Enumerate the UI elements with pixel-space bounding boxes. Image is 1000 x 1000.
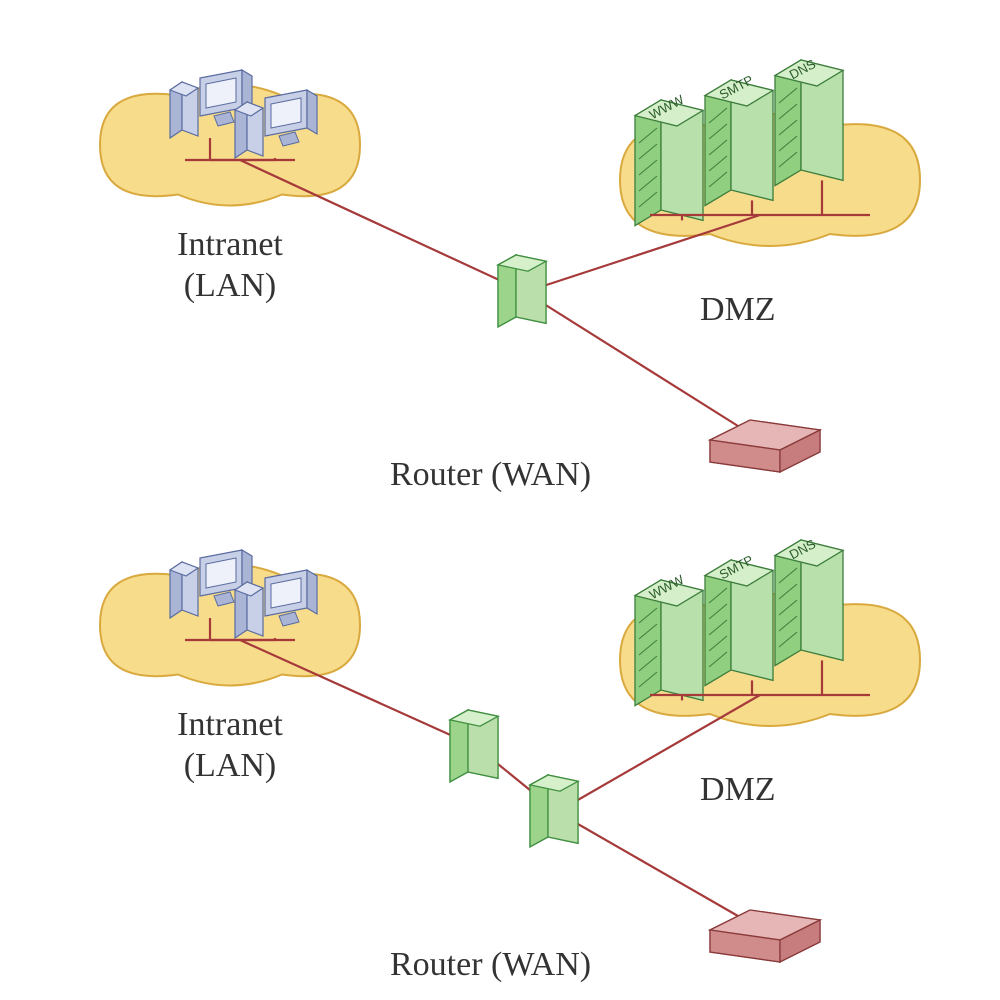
- dmz-label-bottom: DMZ: [700, 770, 776, 811]
- router-label-bottom: Router (WAN): [390, 945, 591, 986]
- network-diagram-svg: WWWSMTPDNSWWWSMTPDNS: [0, 0, 1000, 1000]
- dmz-label-top: DMZ: [700, 290, 776, 331]
- intranet-label-top: Intranet(LAN): [125, 225, 335, 307]
- intranet-label-bottom: Intranet(LAN): [125, 705, 335, 787]
- router-label-top: Router (WAN): [390, 455, 591, 496]
